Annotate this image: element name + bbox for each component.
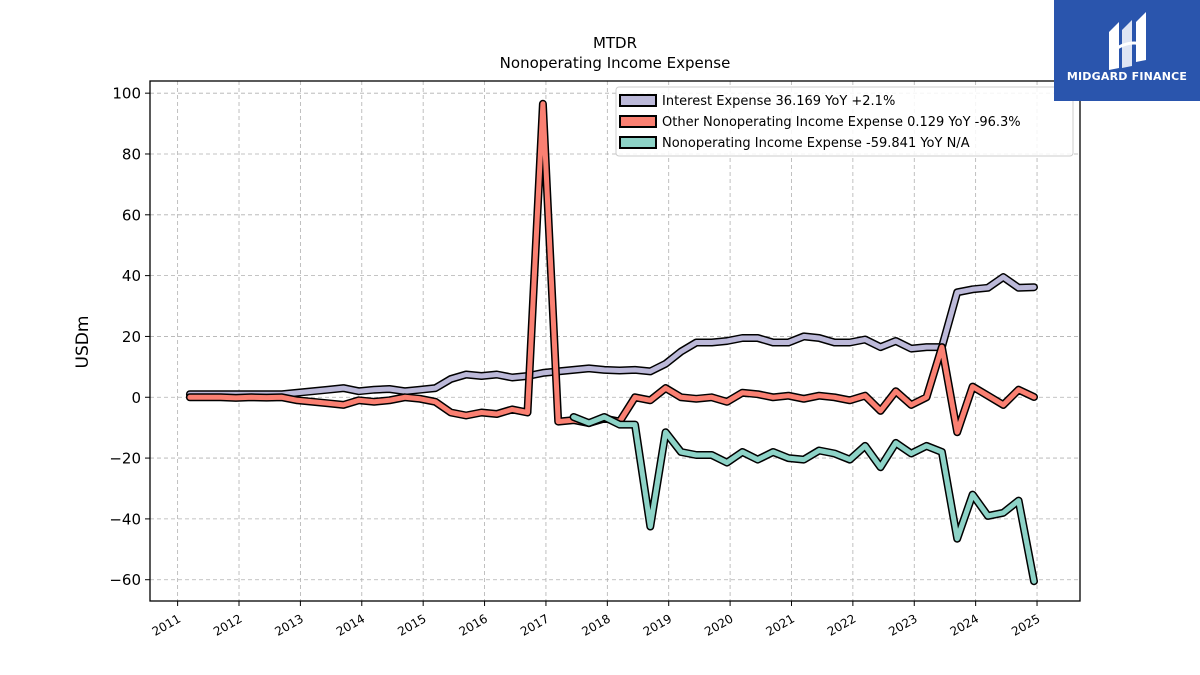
y-tick-label: 60 xyxy=(122,206,141,224)
legend-label: Nonoperating Income Expense -59.841 YoY … xyxy=(662,136,970,151)
chart-subtitle: Nonoperating Income Expense xyxy=(500,54,731,72)
y-tick-label: 0 xyxy=(131,389,141,407)
legend-label: Other Nonoperating Income Expense 0.129 … xyxy=(662,115,1021,130)
logo-mark-icon xyxy=(1109,12,1146,70)
y-tick-label: −20 xyxy=(109,450,141,468)
plot-frame xyxy=(149,80,1081,602)
legend: Interest Expense 36.169 YoY +2.1% Other N… xyxy=(615,86,1074,157)
y-axis-label: USDm xyxy=(73,316,93,369)
brand-logo: MIDGARD FINANCE xyxy=(1054,0,1200,101)
y-tick-label: 40 xyxy=(122,267,141,285)
series-lines xyxy=(185,99,1038,586)
legend-swatch xyxy=(619,94,657,107)
chart-title: MTDR xyxy=(593,34,637,52)
y-tick-label: 20 xyxy=(122,328,141,346)
series-line xyxy=(187,274,1037,397)
y-tick-label: −40 xyxy=(109,510,141,528)
legend-box xyxy=(615,86,1074,157)
legend-swatch xyxy=(619,136,657,149)
series-line xyxy=(571,414,1037,584)
y-tick-label: 80 xyxy=(122,145,141,163)
legend-swatch xyxy=(619,115,657,128)
legend-label: Interest Expense 36.169 YoY +2.1% xyxy=(662,94,895,109)
y-tick-label: −60 xyxy=(109,571,141,589)
y-tick-label: 100 xyxy=(112,85,141,103)
brand-name: MIDGARD FINANCE xyxy=(1066,70,1188,83)
